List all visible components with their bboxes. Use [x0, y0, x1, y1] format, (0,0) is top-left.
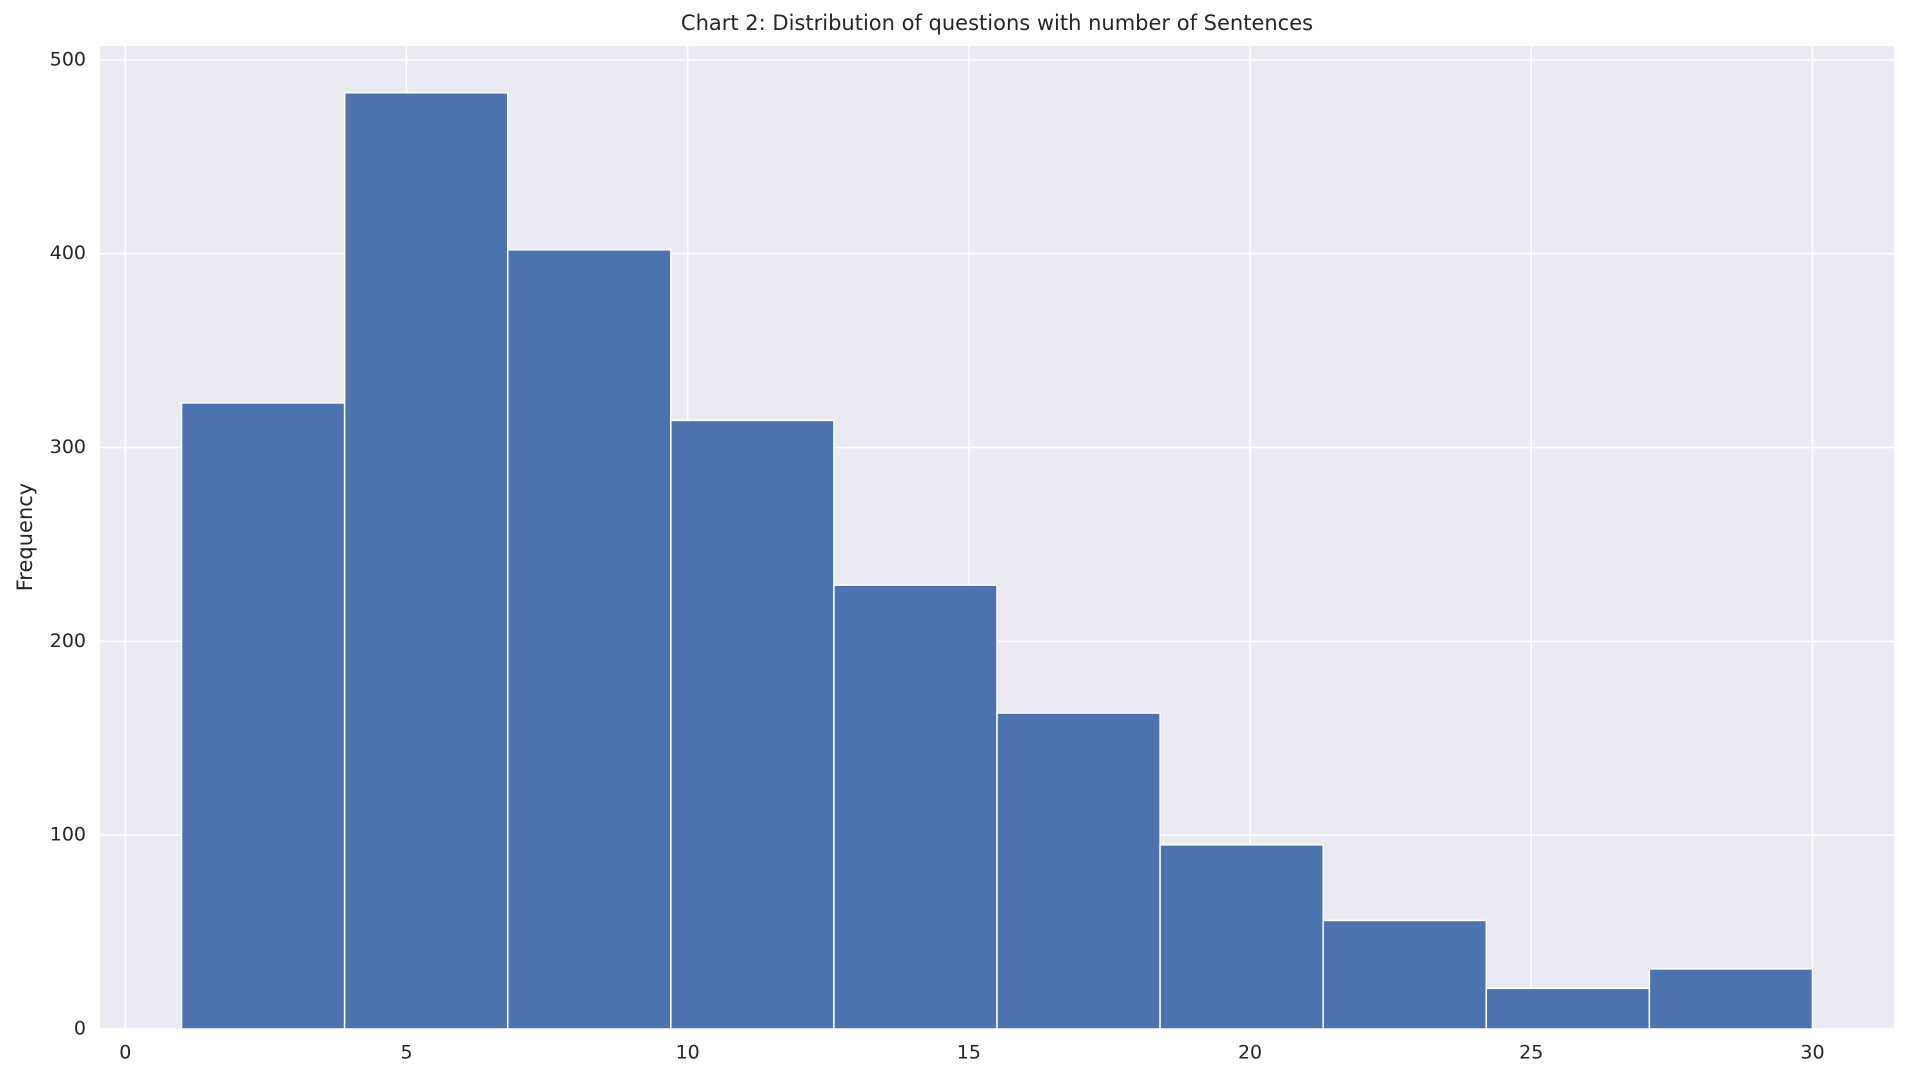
bar	[833, 584, 998, 1030]
bar	[996, 712, 1161, 1030]
x-tick-label: 25	[1519, 1042, 1543, 1064]
bar	[1648, 968, 1814, 1030]
bar	[1322, 919, 1488, 1030]
x-tick-label: 30	[1800, 1042, 1824, 1064]
x-tick-label: 20	[1238, 1042, 1262, 1064]
x-tick-label: 15	[957, 1042, 981, 1064]
y-tick-label: 100	[50, 824, 86, 846]
x-tick-label: 0	[119, 1042, 131, 1064]
bar	[1485, 987, 1651, 1030]
chart-title: Chart 2: Distribution of questions with …	[681, 11, 1313, 35]
y-tick-label: 500	[50, 48, 86, 70]
y-tick-label: 300	[50, 436, 86, 458]
y-tick-label: 200	[50, 630, 86, 652]
x-tick-label: 10	[676, 1042, 700, 1064]
bar	[506, 249, 672, 1030]
bar	[1159, 844, 1324, 1030]
y-axis-label: Frequency	[13, 483, 37, 592]
bar	[180, 402, 346, 1030]
y-tick-label: 0	[74, 1018, 86, 1040]
bar	[670, 419, 835, 1030]
x-tick-label: 5	[400, 1042, 412, 1064]
y-tick-label: 400	[50, 242, 86, 264]
bar	[343, 92, 509, 1030]
